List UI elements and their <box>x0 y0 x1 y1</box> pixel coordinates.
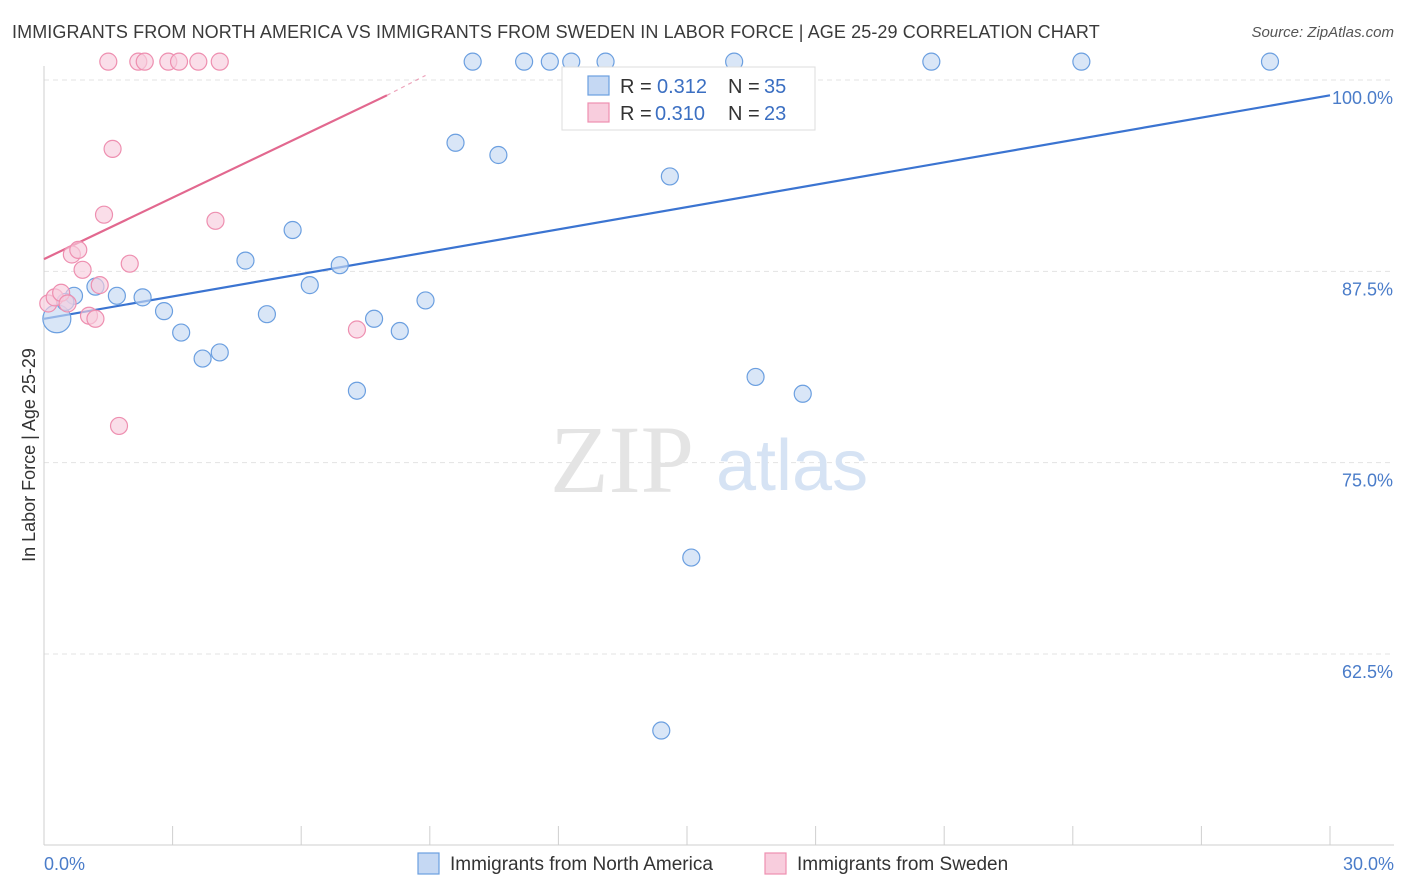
point-north-america-16 <box>390 321 409 341</box>
trend-line-extension-1 <box>386 74 426 96</box>
point-sweden-6 <box>73 260 92 279</box>
point-north-america-30 <box>793 384 812 403</box>
point-north-america-4 <box>133 288 152 307</box>
point-north-america-33 <box>1260 52 1280 71</box>
point-sweden-13 <box>120 254 139 273</box>
point-north-america-29 <box>746 367 765 387</box>
y-tick-label-1: 75.0% <box>1342 471 1393 491</box>
point-sweden-21 <box>206 211 225 230</box>
point-sweden-20 <box>210 52 229 71</box>
point-north-america-9 <box>236 251 255 270</box>
x-tick-label-max: 30.0% <box>1343 854 1394 874</box>
legend-swatch-north-america <box>587 75 610 96</box>
y-tick-label-2: 87.5% <box>1342 279 1393 299</box>
point-sweden-12 <box>109 416 129 436</box>
y-tick-label-3: 100.0% <box>1332 88 1393 108</box>
point-north-america-19 <box>463 52 482 71</box>
data-points <box>39 52 1280 740</box>
legend-r-label-1: R = <box>620 76 652 98</box>
trend-line-0 <box>43 94 1331 320</box>
watermark-zip: ZIP <box>550 406 694 513</box>
point-north-america-15 <box>364 309 384 328</box>
point-north-america-10 <box>257 305 277 324</box>
point-north-america-12 <box>300 276 319 295</box>
bottom-legend-swatch-north-america <box>417 852 440 875</box>
point-north-america-22 <box>540 52 559 71</box>
y-tick-labels: 62.5% 75.0% 87.5% 100.0% <box>1332 88 1393 682</box>
point-sweden-9 <box>90 276 109 295</box>
point-north-america-11 <box>283 220 302 240</box>
y-tick-label-0: 62.5% <box>1342 662 1393 682</box>
point-north-america-27 <box>652 721 671 740</box>
stats-legend: R = 0.312 N = 35 R = 0.310 N = 23 <box>561 66 816 131</box>
point-north-america-3 <box>107 286 126 305</box>
bottom-legend-label-north-america: Immigrants from North America <box>450 854 713 875</box>
bottom-legend-label-sweden: Immigrants from Sweden <box>797 854 1008 875</box>
series-legend: Immigrants from North America Immigrants… <box>417 852 1008 875</box>
legend-n-label-1: N = <box>728 76 760 98</box>
point-north-america-31 <box>922 52 941 71</box>
y-axis-label: In Labor Force | Age 25-29 <box>19 348 39 562</box>
gridlines <box>44 79 1394 655</box>
point-north-america-13 <box>330 256 349 275</box>
point-north-america-21 <box>515 52 534 71</box>
legend-n-label-2: N = <box>728 103 760 125</box>
point-north-america-14 <box>347 381 367 400</box>
point-sweden-10 <box>94 205 114 224</box>
x-tick-label-min: 0.0% <box>44 854 85 874</box>
point-north-america-8 <box>210 343 229 362</box>
zipatlas-watermark: ZIP atlas <box>550 406 868 513</box>
point-sweden-16 <box>135 52 154 71</box>
chart-title: IMMIGRANTS FROM NORTH AMERICA VS IMMIGRA… <box>12 22 1100 42</box>
point-sweden-14 <box>99 52 118 71</box>
point-sweden-11 <box>103 139 122 158</box>
point-north-america-17 <box>416 291 435 310</box>
point-north-america-20 <box>489 145 508 165</box>
trend-line-1 <box>43 94 388 261</box>
point-north-america-18 <box>446 133 465 152</box>
point-sweden-19 <box>189 52 208 71</box>
legend-r-value-1: 0.312 <box>657 76 707 98</box>
legend-swatch-sweden <box>587 102 610 123</box>
axes <box>43 66 1394 846</box>
legend-n-value-2: 23 <box>764 103 786 125</box>
bottom-legend-swatch-sweden <box>764 852 787 875</box>
point-sweden-5 <box>69 240 88 260</box>
point-north-america-32 <box>1072 52 1091 71</box>
point-north-america-7 <box>193 349 212 368</box>
legend-n-value-1: 35 <box>764 76 786 98</box>
source-credit: Source: ZipAtlas.com <box>1251 24 1394 41</box>
legend-r-label-2: R = <box>620 103 652 125</box>
point-sweden-8 <box>86 309 105 328</box>
point-sweden-22 <box>347 320 367 339</box>
point-sweden-18 <box>169 52 189 71</box>
point-north-america-26 <box>682 548 701 567</box>
point-north-america-5 <box>154 302 174 321</box>
point-north-america-6 <box>172 323 191 342</box>
point-sweden-3 <box>58 294 77 313</box>
legend-r-value-2: 0.310 <box>655 103 705 125</box>
point-north-america-25 <box>660 167 679 186</box>
x-ticks <box>172 826 1331 845</box>
trend-lines <box>43 74 1331 320</box>
watermark-atlas: atlas <box>716 426 868 506</box>
